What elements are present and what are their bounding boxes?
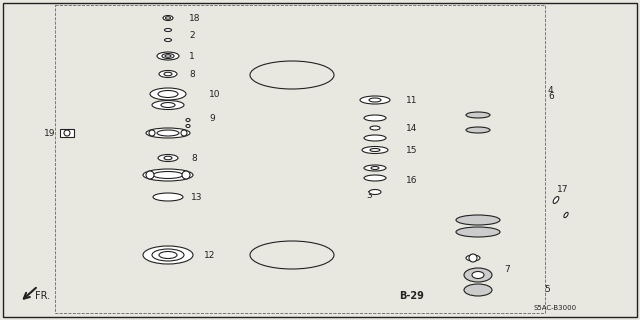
Ellipse shape (466, 112, 490, 118)
Ellipse shape (186, 118, 190, 122)
Text: 2: 2 (189, 30, 195, 39)
Text: 13: 13 (191, 193, 202, 202)
Ellipse shape (143, 246, 193, 264)
Text: 8: 8 (189, 69, 195, 78)
Ellipse shape (472, 271, 484, 278)
Circle shape (146, 171, 154, 179)
Text: 15: 15 (406, 146, 417, 155)
Ellipse shape (161, 102, 175, 108)
Ellipse shape (364, 115, 386, 121)
Text: 5: 5 (544, 285, 550, 294)
Circle shape (181, 130, 187, 136)
Ellipse shape (143, 169, 193, 181)
Text: 11: 11 (406, 95, 417, 105)
Ellipse shape (164, 156, 172, 160)
Text: 18: 18 (189, 13, 200, 22)
Text: B-29: B-29 (399, 291, 424, 301)
Ellipse shape (158, 155, 178, 162)
Text: 19: 19 (44, 129, 55, 138)
Ellipse shape (364, 175, 386, 181)
Ellipse shape (362, 147, 388, 154)
Ellipse shape (369, 189, 381, 195)
Ellipse shape (152, 249, 184, 261)
Ellipse shape (150, 88, 186, 100)
Ellipse shape (164, 38, 172, 42)
Ellipse shape (360, 96, 390, 104)
Ellipse shape (158, 91, 178, 98)
Ellipse shape (466, 127, 490, 133)
Ellipse shape (370, 126, 380, 130)
Text: 1: 1 (189, 52, 195, 60)
Ellipse shape (163, 15, 173, 20)
Ellipse shape (146, 128, 190, 138)
Ellipse shape (456, 227, 500, 237)
Text: 6: 6 (548, 92, 554, 100)
Ellipse shape (186, 124, 190, 127)
Text: 4: 4 (548, 85, 554, 94)
Ellipse shape (152, 100, 184, 109)
Ellipse shape (456, 215, 500, 225)
Ellipse shape (364, 165, 386, 171)
Text: 7: 7 (504, 266, 509, 275)
Circle shape (182, 171, 190, 179)
Text: 3: 3 (366, 190, 372, 199)
Text: 16: 16 (406, 175, 417, 185)
Ellipse shape (153, 193, 183, 201)
Ellipse shape (157, 130, 179, 136)
Text: 8: 8 (191, 154, 196, 163)
Ellipse shape (369, 98, 381, 102)
Ellipse shape (370, 148, 380, 151)
Ellipse shape (371, 166, 379, 170)
Bar (60, 129, 74, 137)
Ellipse shape (464, 268, 492, 282)
Ellipse shape (466, 255, 480, 261)
Circle shape (149, 130, 155, 136)
Circle shape (469, 254, 477, 262)
Ellipse shape (153, 172, 183, 179)
Circle shape (64, 130, 70, 136)
Text: S5AC-B3000: S5AC-B3000 (533, 305, 577, 311)
Ellipse shape (364, 135, 386, 141)
Ellipse shape (553, 196, 559, 204)
Text: 17: 17 (557, 185, 568, 194)
Bar (55, 5, 545, 313)
Ellipse shape (464, 284, 492, 296)
Text: 9: 9 (209, 114, 215, 123)
Ellipse shape (162, 53, 174, 59)
Ellipse shape (164, 28, 172, 31)
Text: 10: 10 (209, 90, 221, 99)
Ellipse shape (165, 55, 171, 57)
Ellipse shape (564, 212, 568, 218)
Ellipse shape (157, 52, 179, 60)
Text: 14: 14 (406, 124, 417, 132)
Ellipse shape (159, 252, 177, 259)
Text: 12: 12 (204, 251, 216, 260)
Text: FR.: FR. (35, 291, 50, 301)
Ellipse shape (166, 17, 170, 19)
Ellipse shape (164, 72, 172, 76)
Ellipse shape (159, 70, 177, 77)
